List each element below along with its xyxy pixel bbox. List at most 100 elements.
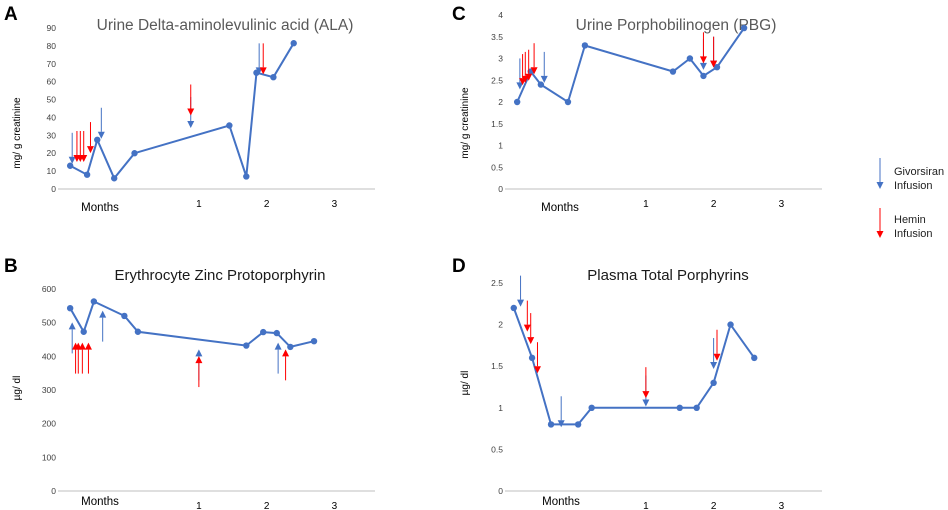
y-tick-label: 70 [47, 59, 57, 69]
y-tick-label: 2 [498, 97, 503, 107]
x-tick-label: 3 [779, 199, 785, 210]
x-tick-label: 2 [711, 501, 717, 510]
data-point [134, 328, 142, 335]
y-tick-label: 30 [47, 130, 57, 140]
hemin-arrow-head [533, 366, 541, 374]
legend-givosiran-label: Givorsiran [894, 166, 944, 178]
panel-letter-d: D [452, 256, 466, 277]
series-line [69, 42, 295, 181]
data-point [310, 337, 318, 345]
y-axis-label: mg/ g creatinine [12, 97, 23, 169]
data-point [83, 171, 91, 178]
data-point [273, 329, 280, 337]
y-tick-label: 3 [498, 54, 503, 64]
y-tick-label: 2 [498, 320, 503, 330]
givosiran-arrow-head [699, 62, 707, 70]
givosiran-arrow-head [68, 156, 76, 164]
data-point [676, 404, 683, 411]
y-tick-label: 1.5 [491, 119, 503, 129]
y-tick-label: 300 [42, 385, 56, 395]
data-point [693, 404, 700, 411]
hemin-arrow-head [699, 56, 707, 64]
hemin-arrow-head [80, 155, 88, 163]
y-tick-label: 600 [42, 284, 56, 294]
x-tick-label: 2 [711, 199, 717, 210]
y-tick-label: 400 [42, 351, 56, 361]
data-point [270, 73, 277, 81]
hemin-arrow-head [78, 342, 86, 350]
data-point [751, 354, 758, 362]
hemin-arrow-head [84, 342, 92, 350]
x-tick-label: 3 [332, 501, 338, 510]
x-axis-label: Months [541, 202, 579, 214]
y-tick-label: 4 [498, 10, 503, 20]
y-tick-label: 40 [47, 112, 57, 122]
hemin-arrow-head [282, 349, 290, 357]
series-line [516, 27, 745, 104]
y-tick-label: 200 [42, 419, 56, 429]
data-point [700, 72, 707, 80]
panel-letter-a: A [4, 4, 18, 25]
y-tick-label: 0 [51, 486, 56, 496]
hemin-arrow-head [710, 60, 718, 68]
y-tick-label: 1 [498, 403, 503, 413]
data-point [287, 343, 294, 351]
y-tick-label: 2.5 [491, 75, 503, 85]
x-tick-label: 1 [196, 199, 202, 210]
givosiran-arrow-head [642, 399, 650, 407]
chart-plasma-porphyrins: Plasma Total Porphyrins µg/ dl Months 0 0… [460, 267, 822, 510]
data-point [574, 421, 582, 428]
hemin-arrow-head [530, 67, 538, 75]
data-point [588, 404, 595, 411]
y-tick-label: 1 [498, 141, 503, 151]
hemin-arrow-head [523, 324, 531, 332]
y-tick-label: 80 [47, 41, 57, 51]
givosiran-arrow-head [516, 82, 524, 90]
hemin-arrow-head [642, 391, 650, 399]
data-point [513, 98, 521, 106]
legend-hemin-infusion: Infusion [894, 228, 933, 240]
y-tick-label: 2.5 [491, 278, 503, 288]
x-tick-label: 1 [196, 501, 202, 510]
givosiran-arrow-head [274, 342, 282, 350]
y-tick-label: 50 [47, 95, 57, 105]
x-axis-label: Months [81, 496, 119, 508]
data-point [226, 122, 233, 129]
givosiran-arrow-head [540, 75, 548, 83]
givosiran-arrowhead-icon [876, 182, 884, 189]
chart-title: Erythrocyte Zinc Protoporphyrin [115, 267, 326, 284]
chart-pbg: Urine Porphobilinogen (PBG) mg/ g creati… [460, 10, 822, 214]
x-tick-label: 2 [264, 501, 270, 510]
data-point [110, 175, 118, 182]
chart-zpp: Erythrocyte Zinc Protoporphyrin µg/ dl M… [12, 267, 375, 510]
data-point [66, 162, 74, 169]
legend-givosiran-infusion: Infusion [894, 180, 933, 192]
data-point [131, 150, 138, 157]
series-line [512, 307, 756, 426]
y-tick-label: 0.5 [491, 444, 503, 454]
hemin-arrow-head [525, 73, 533, 81]
x-axis-label: Months [81, 202, 119, 214]
panel-letter-b: B [4, 256, 18, 277]
givosiran-arrow-head [517, 299, 525, 307]
data-point [581, 42, 589, 49]
hemin-arrow-head [187, 108, 195, 116]
y-axis-label: mg/ g creatinine [460, 87, 471, 159]
x-tick-label: 3 [779, 501, 785, 510]
data-point [713, 63, 721, 71]
hemin-arrow-head [86, 146, 94, 154]
data-point [528, 354, 536, 362]
x-tick-label: 3 [332, 199, 338, 210]
y-tick-label: 0 [498, 184, 503, 194]
y-tick-label: 60 [47, 77, 57, 87]
panel-letter-c: C [452, 4, 466, 25]
hemin-arrowhead-icon [876, 231, 884, 238]
givosiran-arrow-head [195, 349, 203, 357]
data-point [243, 173, 250, 180]
hemin-arrow-head [527, 337, 535, 345]
x-tick-label: 2 [264, 199, 270, 210]
chart-title: Plasma Total Porphyrins [587, 267, 748, 284]
y-tick-label: 20 [47, 148, 57, 158]
data-point [727, 321, 734, 328]
